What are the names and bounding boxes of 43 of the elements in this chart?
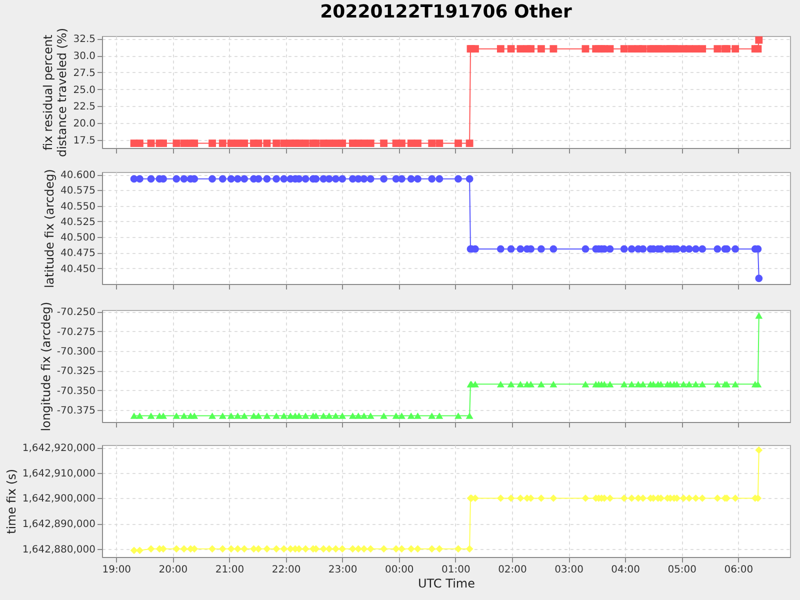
y-tick-label: 17.5 [73, 135, 96, 146]
x-tick-label: 23:00 [328, 564, 358, 576]
y-tick-label: 40.575 [60, 186, 96, 197]
y-axis-title: latitude fix (arcdeg) [42, 169, 57, 288]
y-tick-label: -70.375 [56, 406, 96, 417]
x-tick-label: 19:00 [102, 564, 132, 576]
y-tick-label: 1,642,920,000 [22, 443, 96, 454]
y-tick-label: 40.525 [60, 216, 96, 228]
x-tick-label: 00:00 [384, 564, 414, 576]
y-tick-label: -70.250 [56, 307, 96, 318]
y-tick-label: 32.5 [73, 34, 96, 46]
x-tick-label: 03:00 [554, 564, 584, 576]
x-tick-label: 02:00 [498, 564, 527, 576]
y-axis-title: fix residual percent distance traveled (%) [41, 28, 70, 158]
y-tick-label: 1,642,900,000 [22, 494, 96, 505]
x-axis-title: UTC Time [418, 576, 475, 590]
x-tick-label: 04:00 [611, 564, 640, 576]
x-tick-label: 20:00 [158, 564, 188, 576]
y-axis-title: longitude fix (arcdeg) [38, 302, 53, 432]
y-tick-label: 40.450 [60, 264, 96, 275]
x-tick-label: 22:00 [272, 564, 301, 576]
y-axis-title: time fix (s) [4, 468, 18, 534]
x-tick-label: 01:00 [442, 564, 470, 576]
y-tick-label: 27.5 [73, 68, 96, 79]
y-tick-label: 1,642,910,000 [22, 468, 96, 480]
y-tick-label: 40.600 [60, 170, 96, 182]
y-tick-label: 40.475 [60, 248, 96, 260]
y-tick-label: 1,642,880,000 [22, 544, 96, 556]
y-tick-label: 40.500 [60, 232, 96, 244]
y-tick-label: 1,642,890,000 [22, 519, 96, 530]
x-tick-label: 06:00 [724, 564, 754, 576]
y-tick-label: 30.0 [73, 51, 96, 62]
chart-title: 20220122T191706 Other [320, 1, 572, 22]
y-tick-label: -70.275 [56, 326, 96, 338]
y-tick-label: 25.0 [73, 84, 96, 96]
x-tick-label: 21:00 [215, 564, 244, 576]
y-tick-label: -70.325 [56, 366, 96, 378]
y-tick-label: 22.5 [73, 102, 96, 113]
y-tick-label: -70.350 [56, 386, 96, 397]
y-tick-label: 40.550 [60, 201, 96, 212]
y-tick-label: -70.300 [56, 346, 96, 358]
y-tick-label: 20.0 [73, 118, 96, 130]
x-tick-label: 05:00 [668, 564, 697, 576]
